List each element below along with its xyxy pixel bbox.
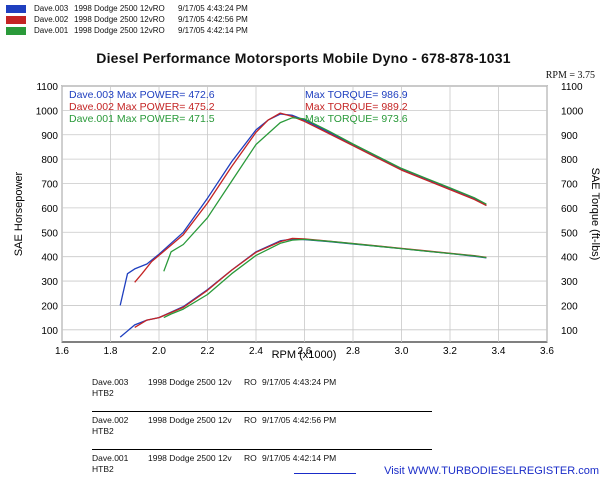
run-detail-datetime: 9/17/05 4:43:24 PM (262, 377, 337, 387)
run-detail-note: HTB2 (92, 464, 114, 474)
run-vehicle: 1998 Dodge 2500 12vRO (74, 26, 165, 35)
run-detail-note: HTB2 (92, 426, 114, 436)
run-detail-name: Dave.001 (92, 453, 129, 463)
run-detail: Dave.001 1998 Dodge 2500 12v RO 9/17/05 4:4… (92, 453, 432, 487)
x-tick-label: 3.0 (395, 346, 409, 357)
y-right-tick-label: 300 (561, 277, 578, 288)
y-tick-label: 800 (41, 155, 58, 166)
y-right-tick-label: 100 (561, 326, 578, 337)
run-color-swatch (6, 15, 26, 24)
run-color-swatch (6, 4, 26, 13)
run-detail-datetime: 9/17/05 4:42:56 PM (262, 415, 337, 425)
run-details-legend: Dave.003 1998 Dodge 2500 12v RO 9/17/05 4:4… (92, 377, 432, 490)
y-tick-label: 1000 (36, 106, 59, 117)
footer-rule (294, 473, 356, 474)
legend-power-002: Dave.002 Max POWER= 475.2 (69, 101, 215, 113)
y-right-tick-label: 700 (561, 180, 578, 191)
run-color-swatch (6, 26, 26, 35)
y-tick-label: 700 (41, 180, 58, 191)
run-detail-name: Dave.003 (92, 377, 129, 387)
run-row: Dave.002 1998 Dodge 2500 12vRO 9/17/05 4:4… (6, 14, 336, 25)
rpm-readout: RPM = 3.75 (545, 70, 595, 81)
y-right-axis-label: SAE Torque (ft-lbs) (589, 168, 601, 261)
y-right-tick-label: 1100 (561, 82, 583, 93)
y-right-tick-label: 800 (561, 155, 578, 166)
y-tick-label: 900 (41, 131, 58, 142)
legend-torque-002: Max TORQUE= 989.2 (305, 101, 408, 113)
run-name: Dave.003 (34, 4, 69, 13)
x-tick-label: 3.6 (540, 346, 554, 357)
x-tick-label: 2.8 (346, 346, 360, 357)
run-detail-vehicle: 1998 Dodge 2500 12v (148, 415, 232, 425)
legend-power-003: Dave.003 Max POWER= 472.6 (69, 89, 215, 101)
run-name: Dave.001 (34, 26, 69, 35)
x-tick-label: 3.2 (443, 346, 457, 357)
footer-link[interactable]: Visit WWW.TURBODIESELREGISTER.com (384, 465, 599, 477)
grid (61, 85, 548, 342)
run-vehicle: 1998 Dodge 2500 12vRO (74, 4, 165, 13)
run-datetime: 9/17/05 4:42:56 PM (178, 15, 248, 24)
run-vehicle: 1998 Dodge 2500 12vRO (74, 15, 165, 24)
run-detail: Dave.002 1998 Dodge 2500 12v RO 9/17/05 4:4… (92, 415, 432, 450)
series-line-dave-002-torque (134, 112, 487, 283)
y-right-tick-label: 400 (561, 253, 578, 264)
run-detail-name: Dave.002 (92, 415, 129, 425)
run-row: Dave.001 1998 Dodge 2500 12vRO 9/17/05 4:4… (6, 25, 336, 36)
run-detail-ro: RO (244, 453, 257, 463)
y-tick-label: 1100 (36, 82, 58, 93)
run-detail-note: HTB2 (92, 388, 114, 398)
y-right-tick-label: 900 (561, 131, 578, 142)
run-detail-vehicle: 1998 Dodge 2500 12v (148, 377, 232, 387)
x-tick-label: 1.6 (55, 346, 69, 357)
x-tick-label: 2.4 (249, 346, 263, 357)
legend-torque-001: Max TORQUE= 973.6 (305, 113, 408, 125)
y-right-tick-label: 200 (561, 301, 578, 312)
y-tick-label: 100 (41, 326, 58, 337)
y-right-tick-labels: 100 200 300 400 500 600 700 800 900 1000 1100 (561, 82, 584, 337)
x-tick-label: 2.2 (201, 346, 215, 357)
run-detail-vehicle: 1998 Dodge 2500 12v (148, 453, 232, 463)
series-line-dave-001-power (163, 238, 487, 319)
y-tick-label: 600 (41, 204, 58, 215)
run-detail-ro: RO (244, 415, 257, 425)
legend-power-001: Dave.001 Max POWER= 471.5 (69, 113, 215, 125)
x-tick-label: 3.4 (492, 346, 506, 357)
run-name: Dave.002 (34, 15, 69, 24)
plot-legend: Dave.003 Max POWER= 472.6 Max TORQUE= 98… (69, 89, 408, 125)
x-tick-label: 2.6 (298, 346, 312, 357)
legend-torque-003: Max TORQUE= 986.9 (305, 89, 408, 101)
y-tick-label: 500 (41, 228, 58, 239)
y-right-tick-label: 500 (561, 228, 578, 239)
x-tick-label: 1.8 (104, 346, 118, 357)
run-datetime: 9/17/05 4:43:24 PM (178, 4, 248, 13)
chart-title: Diesel Performance Motorsports Mobile Dy… (96, 50, 511, 66)
run-detail: Dave.003 1998 Dodge 2500 12v RO 9/17/05 4:4… (92, 377, 432, 412)
run-datetime: 9/17/05 4:42:14 PM (178, 26, 248, 35)
y-tick-label: 300 (41, 277, 58, 288)
y-axis-label: SAE Horsepower (13, 171, 25, 256)
y-right-tick-label: 600 (561, 204, 578, 215)
run-detail-ro: RO (244, 377, 257, 387)
x-tick-labels: 1.6 1.8 2.0 2.2 2.4 2.6 2.8 3.0 3.2 3.4 3.6 (55, 346, 554, 357)
run-list-header: Dave.003 1998 Dodge 2500 12vRO 9/17/05 4:4… (6, 3, 336, 36)
y-tick-label: 400 (41, 253, 58, 264)
x-axis-label: RPM (x1000) (272, 349, 337, 361)
dyno-chart: 1.6 1.8 2.0 2.2 2.4 2.6 2.8 3.0 3.2 3.4 3.6 100 200… (13, 82, 601, 361)
series-group (119, 112, 487, 338)
y-right-tick-label: 1000 (561, 106, 584, 117)
y-tick-label: 200 (41, 301, 58, 312)
run-row: Dave.003 1998 Dodge 2500 12vRO 9/17/05 4:4… (6, 3, 336, 14)
series-line-dave-001-torque (163, 117, 487, 272)
y-tick-labels: 100 200 300 400 500 600 700 800 900 1000 1100 (36, 82, 59, 337)
run-detail-datetime: 9/17/05 4:42:14 PM (262, 453, 337, 463)
x-tick-label: 2.0 (152, 346, 166, 357)
